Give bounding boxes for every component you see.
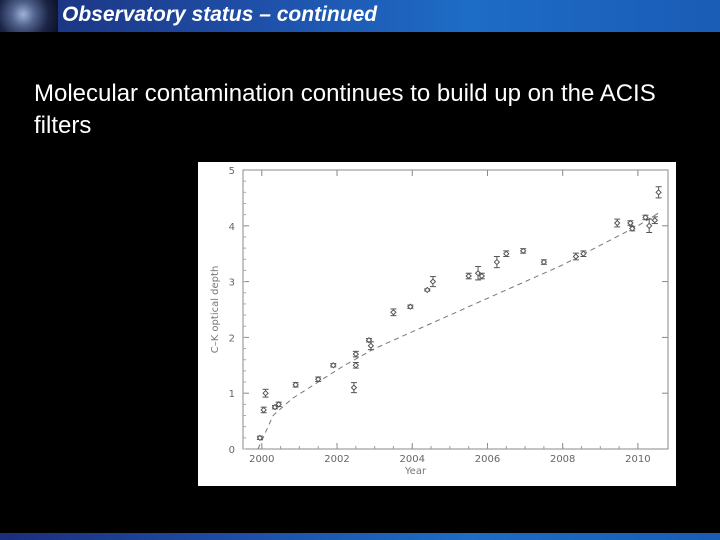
plot-axes-box [242, 169, 669, 450]
x-tick-label: 2008 [550, 454, 575, 465]
bullet-text: Molecular contamination continues to bui… [34, 80, 656, 139]
data-point [493, 258, 501, 266]
data-point [651, 217, 659, 224]
header-bar: Observatory status – continued [0, 0, 720, 32]
data-point [350, 384, 358, 391]
data-point [580, 250, 587, 257]
data-point [330, 362, 337, 369]
data-point [503, 250, 510, 257]
data-point [655, 189, 662, 196]
y-tick-label: 0 [229, 445, 235, 456]
x-tick-label: 2000 [249, 454, 274, 465]
data-point [429, 278, 437, 285]
x-tick-label: 2006 [475, 454, 500, 465]
chart-panel: 2000 2002 2004 2006 2008 2010 0 1 2 3 4 5 Year C–K op… [198, 162, 676, 486]
y-tick-label: 4 [229, 222, 235, 233]
x-tick-label: 2002 [324, 454, 349, 465]
data-point [407, 303, 414, 310]
data-point [352, 350, 360, 358]
data-point [256, 434, 264, 442]
data-point [424, 286, 431, 294]
data-point [629, 225, 636, 232]
trend-line [257, 211, 661, 450]
data-point [465, 272, 472, 280]
observatory-logo-icon [0, 0, 58, 32]
x-axis-label: Year [404, 466, 427, 477]
x-tick-label: 2010 [625, 454, 650, 465]
data-point [390, 309, 397, 316]
data-point [572, 253, 580, 260]
data-point [519, 247, 527, 255]
data-point [367, 342, 375, 349]
data-point [540, 258, 548, 266]
data-point [478, 272, 486, 280]
data-point [262, 389, 269, 397]
data-point [271, 403, 279, 411]
data-point [627, 219, 634, 227]
data-point [315, 376, 322, 383]
data-point [260, 406, 267, 414]
y-tick-label: 2 [229, 333, 235, 344]
y-axis-label: C–K optical depth [210, 266, 221, 354]
data-point [614, 219, 621, 227]
y-tick-label: 3 [229, 278, 235, 289]
optical-depth-chart: 2000 2002 2004 2006 2008 2010 0 1 2 3 4 5 Year C–K op… [210, 166, 669, 477]
data-point [645, 222, 653, 230]
data-point [642, 214, 649, 221]
y-tick-label: 1 [229, 389, 235, 400]
x-tick-label: 2004 [400, 454, 425, 465]
footer-bar [0, 533, 720, 540]
data-point [352, 362, 360, 369]
data-point [275, 401, 282, 408]
page-title: Observatory status – continued [62, 3, 378, 26]
data-point [292, 381, 299, 389]
y-tick-label: 5 [229, 166, 235, 177]
